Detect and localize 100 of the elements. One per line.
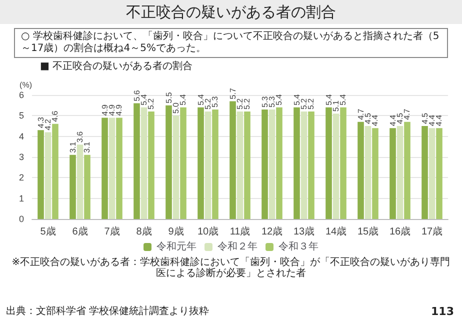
data-label: 4.9	[108, 104, 116, 116]
data-label: 5.4	[338, 94, 348, 106]
bar	[364, 126, 372, 219]
bar	[204, 112, 212, 219]
bar	[230, 101, 236, 219]
data-label: 5.4	[178, 94, 188, 106]
x-tick-label: 16歳	[389, 226, 411, 238]
bar	[390, 128, 396, 219]
data-label: 5.2	[204, 98, 212, 110]
data-label: 5.6	[132, 90, 142, 102]
data-label: 3.1	[68, 141, 78, 153]
data-label: 4.2	[44, 118, 52, 130]
bar	[308, 112, 314, 219]
x-tick-label: 15歳	[357, 226, 379, 238]
x-tick-label: 17歳	[421, 226, 443, 238]
bar	[300, 112, 308, 219]
data-label: 3.6	[76, 130, 84, 143]
data-label: 5.5	[164, 92, 174, 104]
bar	[262, 109, 268, 219]
data-label: 5.2	[242, 98, 252, 110]
data-label: 5.2	[236, 98, 244, 110]
x-tick-label: 10歳	[197, 226, 219, 238]
data-label: 4.4	[428, 114, 436, 126]
bar	[102, 118, 108, 219]
bar	[116, 118, 122, 219]
y-tick-label: 4	[18, 131, 24, 142]
data-label: 3.1	[82, 141, 92, 153]
x-tick-label: 5歳	[40, 226, 56, 238]
bar	[198, 107, 204, 219]
data-label: 4.4	[370, 114, 380, 126]
bar	[134, 103, 140, 219]
text: ■ 不正咬合の疑いがある者の割合	[40, 61, 194, 73]
data-label: 5.3	[210, 96, 220, 108]
bar	[358, 122, 364, 219]
bar	[326, 107, 332, 219]
data-label: 4.5	[364, 112, 372, 124]
data-label: 4.4	[434, 114, 444, 126]
y-tick-label: 2	[18, 172, 24, 183]
bar	[52, 124, 58, 219]
bar	[172, 116, 180, 219]
x-tick-label: 12歳	[261, 226, 283, 238]
data-label: 4.7	[402, 108, 412, 120]
data-label: 4.6	[50, 110, 60, 122]
y-axis-title: (%)	[20, 80, 32, 90]
bar	[180, 107, 186, 219]
text: ※不正咬合の疑いがある者：学校歯科健診において「歯列・咬合」が「不正咬合の疑いがあり専門医による診断が必要」とされた者	[10, 257, 452, 279]
data-label: 5.2	[306, 98, 316, 110]
x-tick-label: 11歳	[230, 226, 250, 238]
y-tick-label: 6	[18, 90, 24, 100]
data-label: 5.2	[146, 98, 156, 110]
legend-label: 令和２年	[218, 240, 258, 252]
data-label: 5.2	[300, 98, 308, 110]
data-label: 4.5	[396, 112, 404, 124]
y-tick-label: 3	[18, 152, 24, 162]
y-tick-label: 1	[18, 193, 24, 204]
bar	[268, 109, 276, 219]
x-tick-label: 13歳	[293, 226, 315, 238]
x-tick-label: 9歳	[168, 226, 184, 238]
bar	[236, 112, 244, 219]
bar	[140, 107, 148, 219]
bar	[76, 144, 84, 219]
data-label: 5.1	[332, 100, 340, 112]
bar	[404, 122, 410, 219]
data-label: 4.9	[114, 104, 124, 116]
text: 113	[431, 305, 454, 318]
source-note: 出典：文部科学省 学校保健統計調査より抜粋	[6, 306, 210, 317]
bar	[340, 107, 346, 219]
data-label: 5.4	[274, 94, 284, 106]
data-label: 5.3	[260, 96, 270, 108]
data-label: 5.4	[196, 94, 206, 106]
legend-label: 令和３年	[278, 240, 318, 252]
y-tick-label: 0	[18, 214, 24, 224]
bar	[212, 109, 218, 219]
bar	[428, 128, 436, 219]
data-label: 5.4	[140, 94, 148, 106]
data-label: 5.7	[228, 88, 238, 100]
chart-subtitle: ○ 学校歯科健診において、「歯列・咬合」について不正咬合の疑いがあると指摘された者（5～17歳）の割合は概ね4～5%であった。	[14, 28, 448, 58]
data-label: 4.9	[100, 104, 110, 116]
data-label: 4.4	[388, 114, 398, 126]
bar	[84, 154, 90, 219]
bar	[70, 154, 76, 219]
bar	[38, 130, 44, 219]
bar	[44, 132, 52, 219]
bar	[422, 126, 428, 219]
data-label: 4.3	[36, 116, 46, 128]
bar	[166, 105, 172, 219]
bar	[436, 128, 442, 219]
bar	[372, 128, 378, 219]
data-label: 5.4	[292, 94, 302, 106]
x-tick-label: 7歳	[104, 226, 120, 238]
y-tick-label: 5	[18, 110, 24, 121]
bar	[332, 114, 340, 219]
data-label: 5.3	[268, 96, 276, 108]
bar	[276, 107, 282, 219]
x-tick-label: 8歳	[136, 226, 152, 238]
data-label: 5.4	[324, 94, 334, 106]
bar	[148, 112, 154, 219]
data-label: 4.7	[356, 108, 366, 120]
data-label: 4.5	[420, 112, 430, 124]
x-tick-label: 6歳	[72, 226, 88, 238]
